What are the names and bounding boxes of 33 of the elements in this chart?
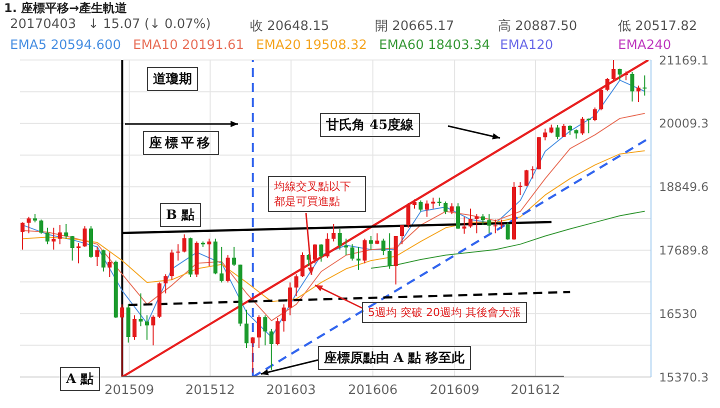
- text: EMA10 20191.61: [133, 38, 246, 53]
- x-tick-label: 201609: [430, 383, 480, 398]
- text: EMA20 19508.32: [256, 38, 368, 53]
- text: EMA120: [500, 38, 554, 53]
- text: 開 20665.17: [375, 18, 454, 35]
- annotation: 5週均 突破 20週均 其後會大漲: [362, 302, 526, 323]
- x-tick-label: 201606: [348, 383, 398, 398]
- text: 低 20517.82: [618, 18, 698, 35]
- annotation: 座標平移: [143, 131, 219, 155]
- y-tick-label: 20009.3: [659, 116, 709, 131]
- chart-title: 1. 座標平移→產生軌道: [4, 0, 128, 17]
- annotation: 座標原點由 A 點 移至此: [318, 346, 471, 370]
- y-tick-label: 17689.8: [659, 243, 709, 258]
- x-tick-label: 201509: [104, 383, 154, 398]
- text: 高 20887.50: [498, 18, 578, 35]
- x-tick-label: 201612: [510, 383, 560, 398]
- y-tick-label: 15370.3: [659, 370, 709, 384]
- text: ↓ 15.07 (↓ 0.07%): [88, 17, 211, 32]
- y-tick-label: 18849.6: [659, 180, 709, 194]
- text: 20170403: [10, 17, 76, 32]
- y-tick-label: 16530: [659, 306, 698, 321]
- text: EMA60 18403.34: [379, 38, 490, 53]
- text: EMA5 20594.600: [10, 38, 122, 53]
- y-tick-label: 21169.1: [659, 53, 709, 68]
- annotation: A 點: [60, 367, 100, 391]
- text: EMA240: [618, 38, 672, 53]
- annotation: 道瓊期: [147, 67, 198, 91]
- text: 收 20648.15: [250, 18, 330, 35]
- annotation: 甘氏角 45度線: [320, 113, 420, 137]
- annotation: B 點: [160, 203, 201, 227]
- annotation: 均線交叉點以下都是可買進點: [268, 176, 366, 212]
- x-tick-label: 201512: [185, 383, 236, 398]
- x-tick-label: 201603: [266, 383, 316, 398]
